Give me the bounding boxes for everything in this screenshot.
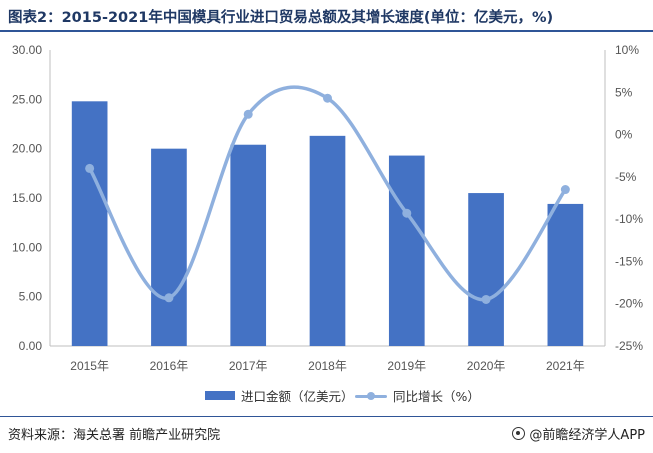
legend: 进口金额（亿美元） 同比增长（%） bbox=[0, 386, 653, 408]
chart-canvas: 0.00 5.00 10.00 15.00 20.00 25.00 30.00 -25% -20… bbox=[12, 43, 643, 373]
y-right-tick-label: -10% bbox=[615, 212, 643, 226]
x-tick-label: 2019年 bbox=[387, 359, 426, 373]
brand-label: @前瞻经济学人APP bbox=[529, 428, 645, 443]
y-left-tick-label: 0.00 bbox=[19, 339, 43, 353]
bar bbox=[230, 144, 267, 346]
y-right-tick-label: -20% bbox=[615, 297, 643, 311]
legend-swatch-line bbox=[355, 390, 387, 402]
bar bbox=[468, 193, 504, 346]
brand-logo-icon bbox=[512, 427, 526, 440]
y-left-tick-label: 20.00 bbox=[12, 142, 42, 156]
bar bbox=[151, 148, 187, 346]
legend-label-line: 同比增长（%） bbox=[393, 389, 480, 404]
y-left-tick-label: 25.00 bbox=[12, 92, 42, 106]
y-left-tick-label: 30.00 bbox=[12, 43, 42, 57]
y-right-tick-label: -15% bbox=[615, 254, 643, 268]
y-right-tick-label: 0% bbox=[615, 128, 633, 142]
brand-credit: @前瞻经济学人APP bbox=[512, 424, 645, 443]
title-divider bbox=[0, 30, 653, 32]
x-tick-label: 2015年 bbox=[70, 359, 109, 373]
growth-point bbox=[85, 163, 95, 173]
y-left-tick-label: 10.00 bbox=[12, 240, 42, 254]
growth-point bbox=[560, 185, 570, 195]
y-left-tick-label: 5.00 bbox=[19, 290, 43, 304]
growth-point bbox=[243, 109, 253, 119]
footer-divider bbox=[0, 416, 653, 417]
y-right-tick-label: 10% bbox=[615, 43, 639, 57]
y-right-tick-label: 5% bbox=[615, 85, 633, 99]
x-tick-label: 2020年 bbox=[467, 359, 506, 373]
legend-label-bars: 进口金额（亿美元） bbox=[241, 389, 354, 404]
legend-item-line: 同比增长（%） bbox=[355, 386, 480, 405]
x-tick-label: 2017年 bbox=[229, 359, 268, 373]
x-tick-label: 2021年 bbox=[546, 359, 585, 373]
growth-point bbox=[481, 294, 491, 304]
growth-point bbox=[402, 208, 412, 218]
bar bbox=[388, 155, 425, 346]
bar bbox=[309, 135, 346, 346]
x-tick-label: 2016年 bbox=[150, 359, 189, 373]
growth-point bbox=[323, 93, 332, 103]
source-note: 资料来源：海关总署 前瞻产业研究院 bbox=[8, 428, 221, 443]
chart-title: 图表2：2015-2021年中国模具行业进口贸易总额及其增长速度(单位：亿美元，… bbox=[8, 10, 554, 26]
y-right-tick-label: -5% bbox=[615, 170, 637, 184]
growth-point bbox=[164, 293, 174, 303]
x-tick-label: 2018年 bbox=[308, 359, 347, 373]
legend-item-bars: 进口金额（亿美元） bbox=[205, 386, 354, 405]
bar bbox=[71, 101, 108, 346]
legend-swatch-bar bbox=[205, 391, 235, 400]
y-right-tick-label: -25% bbox=[615, 339, 643, 353]
bar bbox=[547, 203, 584, 346]
y-left-tick-label: 15.00 bbox=[12, 191, 42, 205]
